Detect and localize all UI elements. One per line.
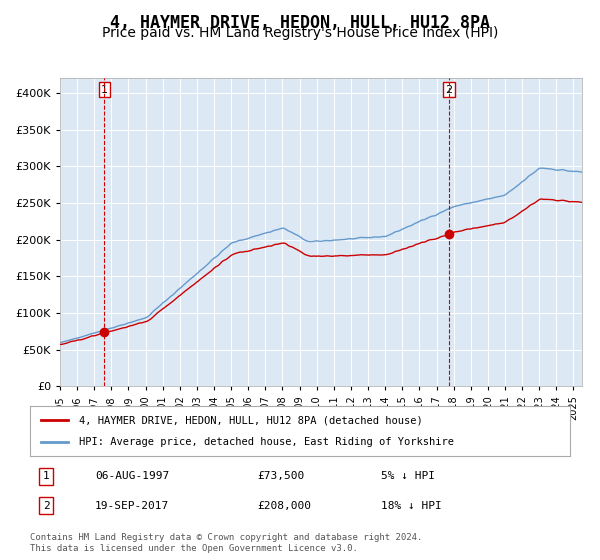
Text: 5% ↓ HPI: 5% ↓ HPI xyxy=(381,471,435,481)
Text: £208,000: £208,000 xyxy=(257,501,311,511)
Text: £73,500: £73,500 xyxy=(257,471,304,481)
Text: 2: 2 xyxy=(43,501,50,511)
Text: 4, HAYMER DRIVE, HEDON, HULL, HU12 8PA: 4, HAYMER DRIVE, HEDON, HULL, HU12 8PA xyxy=(110,14,490,32)
Text: Contains HM Land Registry data © Crown copyright and database right 2024.
This d: Contains HM Land Registry data © Crown c… xyxy=(30,533,422,553)
Text: 2: 2 xyxy=(445,85,452,95)
Text: HPI: Average price, detached house, East Riding of Yorkshire: HPI: Average price, detached house, East… xyxy=(79,437,454,447)
Text: 18% ↓ HPI: 18% ↓ HPI xyxy=(381,501,442,511)
Text: 06-AUG-1997: 06-AUG-1997 xyxy=(95,471,169,481)
Text: 1: 1 xyxy=(101,85,108,95)
Text: Price paid vs. HM Land Registry's House Price Index (HPI): Price paid vs. HM Land Registry's House … xyxy=(102,26,498,40)
Text: 4, HAYMER DRIVE, HEDON, HULL, HU12 8PA (detached house): 4, HAYMER DRIVE, HEDON, HULL, HU12 8PA (… xyxy=(79,415,422,425)
Text: 19-SEP-2017: 19-SEP-2017 xyxy=(95,501,169,511)
Text: 1: 1 xyxy=(43,471,50,481)
